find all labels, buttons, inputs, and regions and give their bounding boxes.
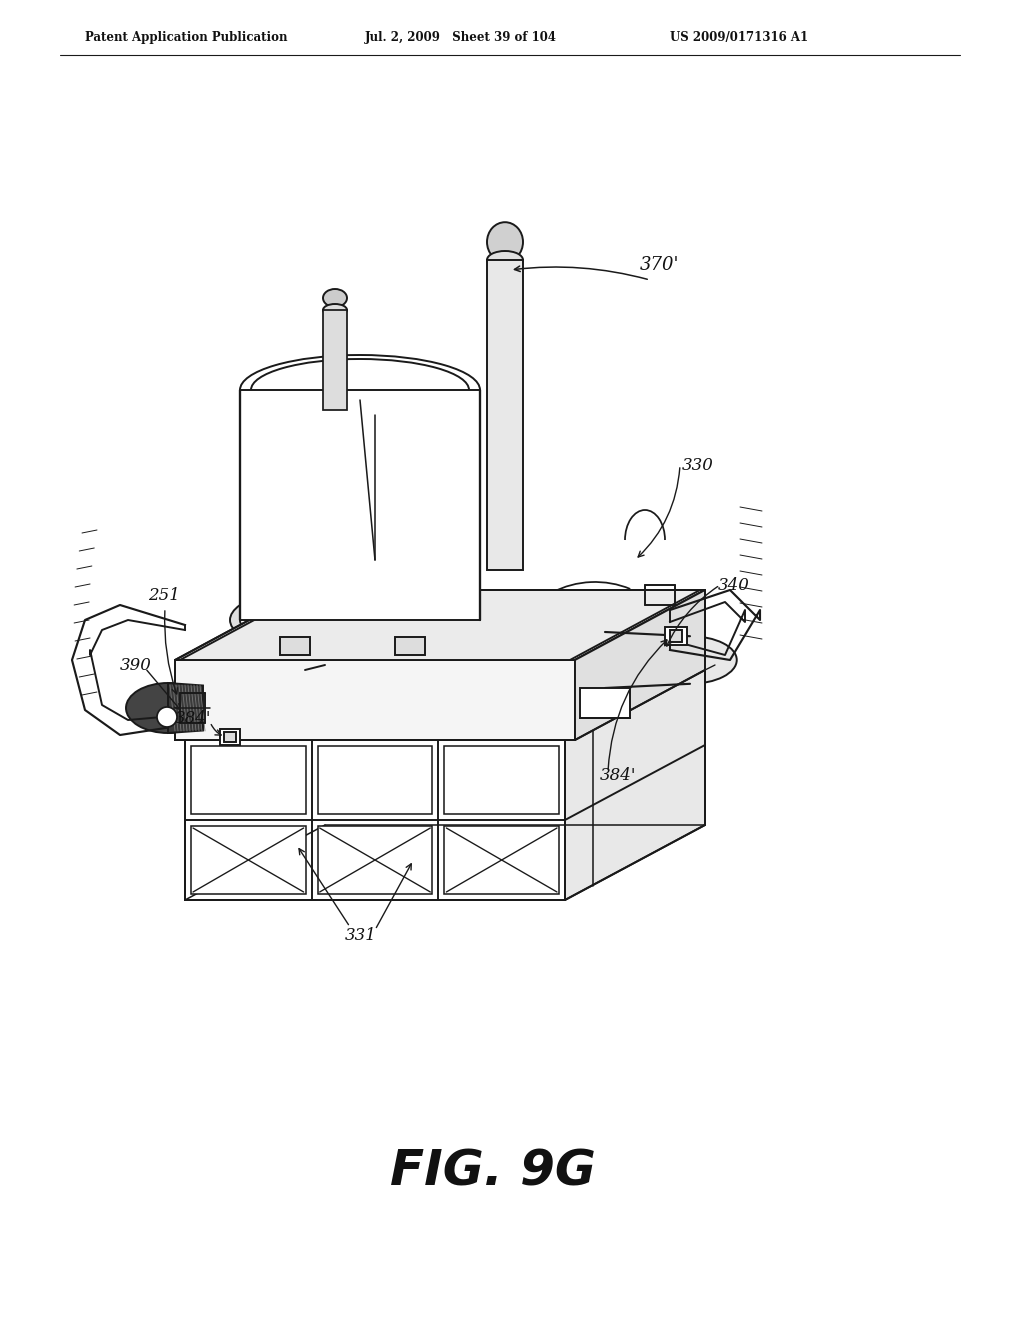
Ellipse shape: [323, 304, 347, 315]
Text: 331: 331: [345, 927, 377, 944]
Text: 340: 340: [718, 577, 750, 594]
Ellipse shape: [165, 685, 241, 730]
Polygon shape: [185, 741, 565, 900]
Ellipse shape: [572, 643, 638, 677]
Ellipse shape: [487, 222, 523, 261]
Polygon shape: [168, 682, 203, 733]
Polygon shape: [444, 826, 559, 894]
Polygon shape: [175, 590, 705, 660]
Polygon shape: [280, 638, 310, 655]
Text: Patent Application Publication: Patent Application Publication: [85, 32, 288, 45]
Text: 384': 384': [600, 767, 637, 784]
Polygon shape: [670, 630, 682, 642]
Ellipse shape: [643, 636, 736, 684]
Polygon shape: [191, 746, 306, 814]
Text: FIG. 9G: FIG. 9G: [390, 1148, 596, 1196]
Polygon shape: [317, 746, 432, 814]
Polygon shape: [444, 746, 559, 814]
Polygon shape: [665, 627, 687, 645]
Ellipse shape: [251, 359, 469, 421]
Ellipse shape: [240, 355, 480, 425]
Ellipse shape: [323, 289, 347, 308]
Text: 390: 390: [120, 657, 152, 675]
Text: Jul. 2, 2009   Sheet 39 of 104: Jul. 2, 2009 Sheet 39 of 104: [365, 32, 557, 45]
Polygon shape: [240, 389, 480, 620]
Circle shape: [157, 708, 177, 727]
Ellipse shape: [586, 651, 625, 669]
Text: US 2009/0171316 A1: US 2009/0171316 A1: [670, 32, 808, 45]
Ellipse shape: [550, 632, 660, 688]
Polygon shape: [224, 733, 236, 742]
Ellipse shape: [240, 585, 480, 655]
Polygon shape: [575, 590, 705, 741]
Text: 251: 251: [148, 587, 180, 605]
Ellipse shape: [126, 682, 210, 733]
Text: 330: 330: [682, 457, 714, 474]
Polygon shape: [395, 638, 425, 655]
Ellipse shape: [487, 251, 523, 269]
Polygon shape: [191, 826, 306, 894]
Polygon shape: [317, 826, 432, 894]
Polygon shape: [175, 660, 575, 741]
Text: 384': 384': [175, 710, 212, 727]
Polygon shape: [580, 688, 630, 718]
Polygon shape: [220, 729, 240, 744]
Polygon shape: [323, 310, 347, 411]
Ellipse shape: [230, 581, 490, 659]
Polygon shape: [565, 665, 705, 900]
Text: 370': 370': [640, 256, 680, 275]
Polygon shape: [487, 260, 523, 570]
Polygon shape: [185, 665, 705, 741]
